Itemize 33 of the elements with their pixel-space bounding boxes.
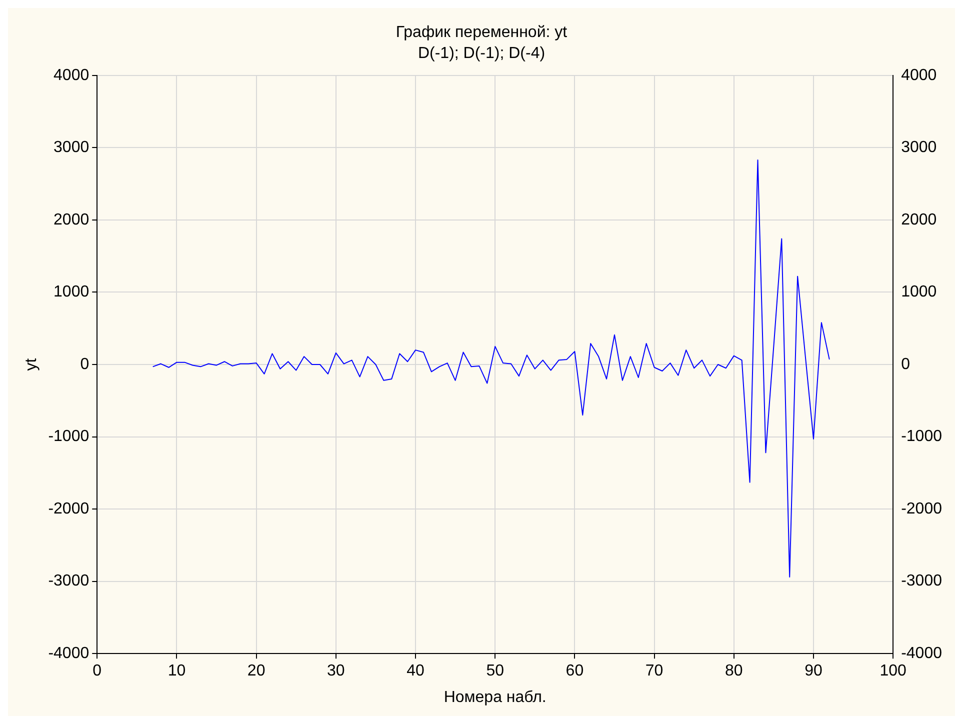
x-axis-title: Номера набл.	[444, 688, 546, 706]
y-tick-label: 2000	[54, 211, 90, 228]
chart-title: График переменной: yt	[396, 24, 568, 42]
x-tick-label: 80	[724, 662, 743, 680]
y2-tick-label: -1000	[901, 428, 942, 446]
y-tick-label: 4000	[54, 66, 90, 84]
y2-tick-label: -4000	[901, 645, 942, 662]
x-tick-label: 50	[486, 662, 504, 680]
y2-tick-label: 0	[901, 356, 910, 373]
y2-tick-label: 1000	[901, 284, 937, 301]
y2-tick-label: 2000	[901, 211, 937, 228]
x-tick-label: 100	[880, 662, 907, 680]
y2-tick-label: 4000	[901, 66, 937, 84]
y2-tick-label: -3000	[901, 572, 942, 590]
x-tick-label: 60	[566, 662, 584, 680]
y-tick-label: 1000	[54, 284, 90, 301]
y-tick-label: -3000	[48, 572, 90, 590]
x-tick-label: 20	[247, 662, 266, 680]
x-tick-label: 0	[92, 662, 102, 680]
y-tick-label: -4000	[48, 645, 90, 662]
x-tick-label: 90	[804, 662, 822, 680]
y2-tick-label: -2000	[901, 500, 942, 518]
y-tick-label: 0	[80, 356, 90, 373]
y-axis-title: yt	[23, 358, 40, 371]
y2-tick-label: 3000	[901, 139, 937, 156]
y-tick-label: 3000	[54, 139, 90, 156]
y-tick-label: -1000	[48, 428, 90, 446]
x-tick-label: 10	[168, 662, 186, 680]
x-tick-label: 30	[327, 662, 345, 680]
x-tick-label: 70	[645, 662, 664, 680]
chart-subtitle: D(-1); D(-1); D(-4)	[418, 45, 546, 62]
y-tick-label: -2000	[48, 500, 90, 518]
x-tick-label: 40	[406, 662, 425, 680]
